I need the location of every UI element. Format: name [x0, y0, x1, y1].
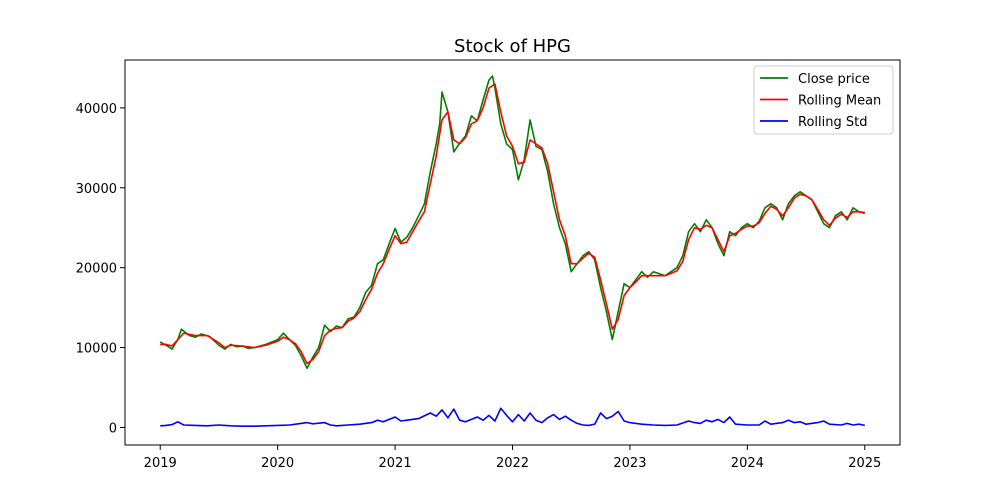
- legend-label: Rolling Std: [798, 115, 867, 130]
- y-tick-label: 40000: [76, 102, 117, 117]
- y-axis: 0 10000 20000 30000 40000: [76, 102, 125, 436]
- x-axis: 2019 2020 2021 2022 2023 2024 2025: [144, 445, 881, 471]
- x-tick-label: 2020: [261, 456, 294, 471]
- y-tick-label: 0: [109, 421, 117, 436]
- y-tick-label: 20000: [76, 262, 117, 277]
- x-tick-label: 2022: [496, 456, 529, 471]
- y-tick-label: 10000: [76, 342, 117, 357]
- x-tick-label: 2021: [379, 456, 412, 471]
- legend: Close price Rolling Mean Rolling Std: [753, 65, 894, 135]
- chart-title: Stock of HPG: [454, 36, 571, 57]
- legend-label: Rolling Mean: [798, 94, 881, 109]
- x-tick-label: 2024: [731, 456, 764, 471]
- series-line-rolling-std: [160, 407, 865, 427]
- legend-label: Close price: [798, 72, 870, 87]
- y-tick-label: 30000: [76, 182, 117, 197]
- x-tick-label: 2019: [144, 456, 177, 471]
- legend-box: [753, 65, 894, 135]
- series-line-rolling-mean: [160, 83, 865, 365]
- x-tick-label: 2023: [613, 456, 646, 471]
- x-tick-label: 2025: [848, 456, 881, 471]
